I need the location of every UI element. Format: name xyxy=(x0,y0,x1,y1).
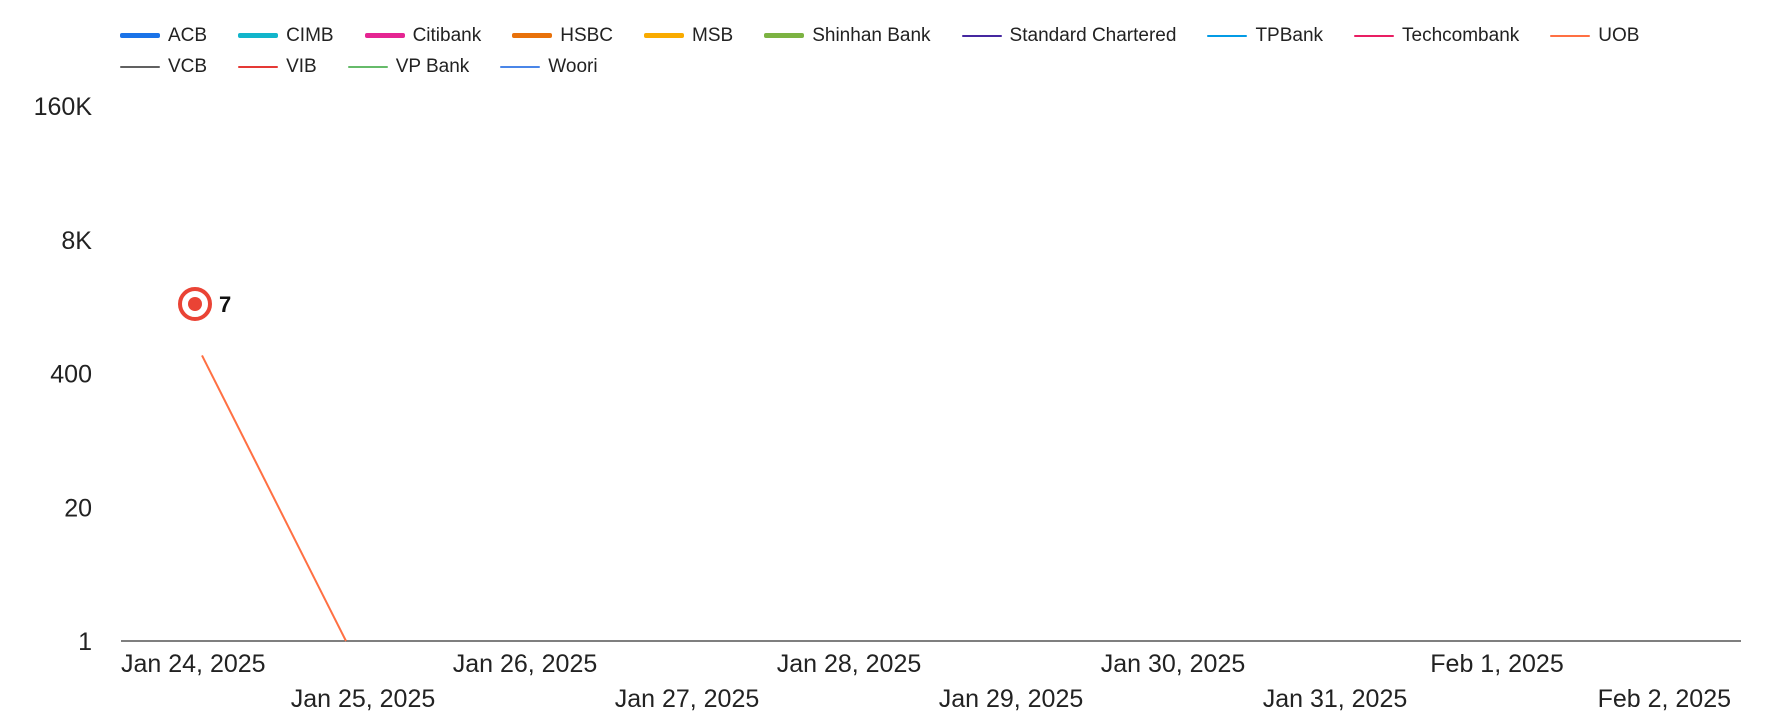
legend-swatch xyxy=(1550,34,1591,37)
legend-swatch xyxy=(347,65,388,68)
x-tick-label: Jan 24, 2025 xyxy=(121,650,266,678)
x-tick-label: Jan 29, 2025 xyxy=(939,685,1084,713)
legend-row: VCB VIB VP Bank Woori xyxy=(120,51,1760,82)
x-tick-label: Jan 25, 2025 xyxy=(291,685,436,713)
legend-label: Citibank xyxy=(412,24,482,46)
series-line-uob xyxy=(201,354,347,642)
legend-label: UOB xyxy=(1598,24,1640,46)
legend-item[interactable]: MSB xyxy=(644,25,733,47)
legend-label: Shinhan Bank xyxy=(812,24,931,46)
legend-label: MSB xyxy=(692,24,734,46)
legend-swatch xyxy=(764,33,805,38)
legend: ACB CIMB Citibank HSBC MSB Shinhan Bank Standa… xyxy=(120,20,1760,82)
legend-item[interactable]: UOB xyxy=(1550,25,1639,47)
legend-item[interactable]: ACB xyxy=(120,25,207,47)
legend-label: VCB xyxy=(168,55,208,77)
y-tick-label: 400 xyxy=(50,361,92,389)
legend-item[interactable]: VP Bank xyxy=(347,55,470,78)
legend-item[interactable]: Woori xyxy=(500,55,598,78)
legend-item[interactable]: Techcombank xyxy=(1354,25,1519,47)
legend-swatch xyxy=(120,65,160,68)
legend-label: Techcombank xyxy=(1402,24,1520,46)
target-icon-dot xyxy=(188,297,202,311)
x-tick-label: Jan 30, 2025 xyxy=(1101,650,1246,678)
legend-label: CIMB xyxy=(286,24,334,46)
annotation-label: 7 xyxy=(219,292,231,317)
y-tick-label: 8K xyxy=(61,227,92,255)
legend-swatch xyxy=(1207,34,1248,37)
legend-swatch xyxy=(1354,34,1395,37)
x-tick-label: Feb 1, 2025 xyxy=(1430,650,1563,678)
legend-item[interactable]: VIB xyxy=(238,56,317,78)
legend-label: Standard Chartered xyxy=(1009,24,1177,46)
legend-swatch xyxy=(500,65,541,68)
legend-swatch xyxy=(364,33,405,38)
legend-swatch xyxy=(512,33,553,38)
legend-item[interactable]: Shinhan Bank xyxy=(764,24,931,47)
legend-label: Woori xyxy=(548,55,598,77)
legend-item[interactable]: VCB xyxy=(120,56,207,78)
legend-swatch xyxy=(644,33,685,38)
legend-swatch xyxy=(120,33,160,38)
legend-label: ACB xyxy=(168,24,208,46)
y-tick-label: 20 xyxy=(64,494,92,522)
x-tick-label: Feb 2, 2025 xyxy=(1598,685,1731,713)
legend-label: VIB xyxy=(286,55,317,77)
y-tick-label: 1 xyxy=(78,628,92,656)
legend-row: ACB CIMB Citibank HSBC MSB Shinhan Bank Standa… xyxy=(120,20,1760,51)
x-tick-label: Jan 27, 2025 xyxy=(615,685,760,713)
y-tick-label: 160K xyxy=(34,93,93,121)
legend-item[interactable]: Citibank xyxy=(364,24,482,47)
legend-item[interactable]: HSBC xyxy=(512,25,613,47)
x-tick-label: Jan 28, 2025 xyxy=(777,650,922,678)
legend-swatch xyxy=(238,65,279,68)
legend-item[interactable]: CIMB xyxy=(238,25,334,47)
legend-swatch xyxy=(961,34,1002,37)
legend-label: HSBC xyxy=(560,24,614,46)
legend-swatch xyxy=(238,33,279,38)
legend-item[interactable]: TPBank xyxy=(1207,25,1323,47)
legend-label: VP Bank xyxy=(395,55,470,77)
legend-label: TPBank xyxy=(1255,24,1324,46)
legend-item[interactable]: Standard Chartered xyxy=(961,24,1177,47)
x-tick-label: Jan 26, 2025 xyxy=(453,650,598,678)
x-tick-label: Jan 31, 2025 xyxy=(1263,685,1408,713)
